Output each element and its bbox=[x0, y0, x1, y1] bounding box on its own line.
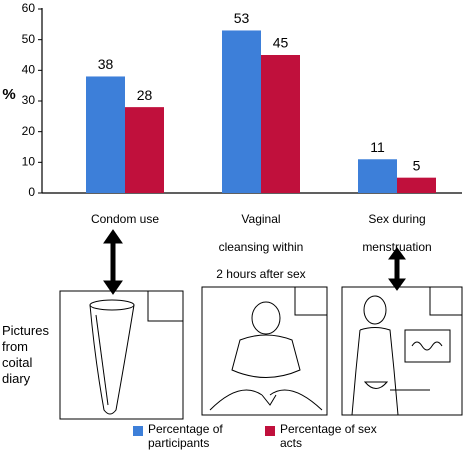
x-tick-label: Condom use bbox=[90, 212, 160, 226]
y-axis-label: % bbox=[2, 86, 15, 103]
bar bbox=[261, 55, 300, 193]
bar bbox=[86, 76, 125, 193]
y-tick-label: 20 bbox=[22, 124, 36, 138]
arrow bbox=[103, 229, 123, 295]
legend-swatch bbox=[133, 426, 143, 436]
bar bbox=[358, 159, 397, 193]
x-tick-label: Vaginal cleansing within 2 hours after s… bbox=[216, 212, 306, 281]
y-tick-label: 40 bbox=[22, 63, 36, 77]
value-label: 28 bbox=[137, 87, 153, 103]
value-label: 11 bbox=[370, 139, 385, 155]
legend-label: Percentage of participants bbox=[148, 422, 223, 450]
y-tick-label: 30 bbox=[22, 93, 36, 107]
y-tick-label: 60 bbox=[22, 1, 36, 15]
value-label: 38 bbox=[98, 56, 114, 72]
value-label: 53 bbox=[234, 10, 250, 26]
x-tick-label: Sex during menstruation bbox=[362, 212, 432, 254]
legend-label: Percentage of sex acts bbox=[280, 422, 377, 450]
y-tick-label: 0 bbox=[28, 185, 35, 199]
bar bbox=[125, 107, 164, 193]
y-tick-label: 50 bbox=[22, 32, 36, 46]
value-label: 5 bbox=[413, 157, 421, 173]
legend-swatch bbox=[265, 426, 275, 436]
picture-cleansing bbox=[201, 286, 328, 416]
picture-condom bbox=[59, 290, 184, 420]
arrow bbox=[388, 247, 406, 291]
picture-menstruation bbox=[341, 286, 463, 416]
bar bbox=[397, 177, 436, 193]
pictures-label: Pictures from coital diary bbox=[2, 323, 49, 386]
bar bbox=[222, 30, 261, 193]
value-label: 45 bbox=[273, 35, 289, 51]
y-tick-label: 10 bbox=[22, 155, 36, 169]
